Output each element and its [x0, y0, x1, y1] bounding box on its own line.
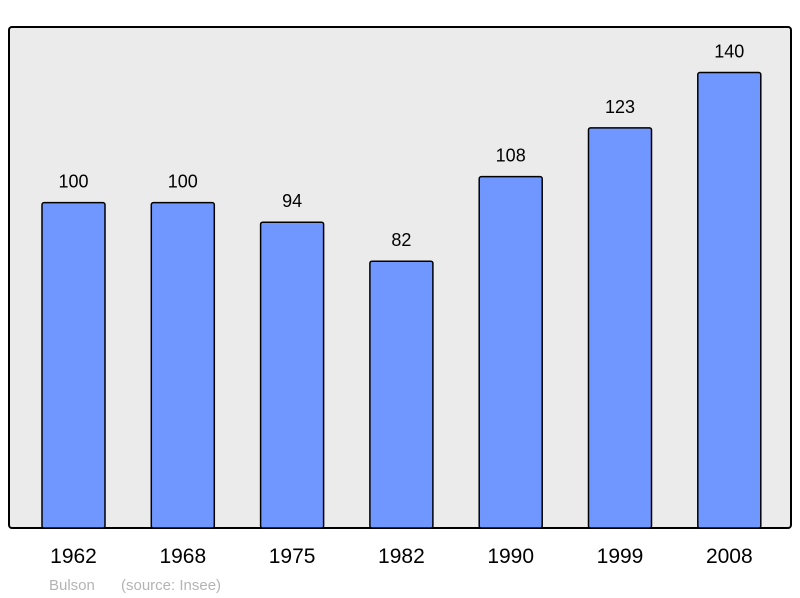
x-tick-label: 1999	[597, 545, 644, 568]
x-tick-label: 1975	[269, 545, 316, 568]
data-label-1968: 100	[168, 172, 198, 192]
footer-source: (source: Insee)	[121, 577, 221, 594]
x-tick-label: 1990	[487, 545, 534, 568]
bar-2008	[697, 71, 762, 529]
bar-1982	[369, 260, 434, 529]
bar-1999	[587, 127, 653, 529]
x-tick-label: 1962	[50, 545, 97, 568]
footer-author: Bulson	[49, 577, 95, 594]
bar-1968	[150, 201, 216, 529]
data-label-1999: 123	[605, 97, 635, 117]
data-label-1975: 94	[282, 191, 302, 211]
bar-1990	[478, 175, 543, 529]
x-tick-label: 1968	[159, 545, 206, 568]
x-tick-label: 1982	[378, 545, 425, 568]
bar-1975	[259, 221, 325, 529]
data-label-1990: 108	[496, 146, 526, 166]
x-tick-label: 2008	[706, 545, 753, 568]
bar-1962	[41, 201, 106, 529]
data-label-1962: 100	[58, 172, 88, 192]
data-label-2008: 140	[714, 42, 744, 62]
data-label-1982: 82	[391, 230, 411, 250]
